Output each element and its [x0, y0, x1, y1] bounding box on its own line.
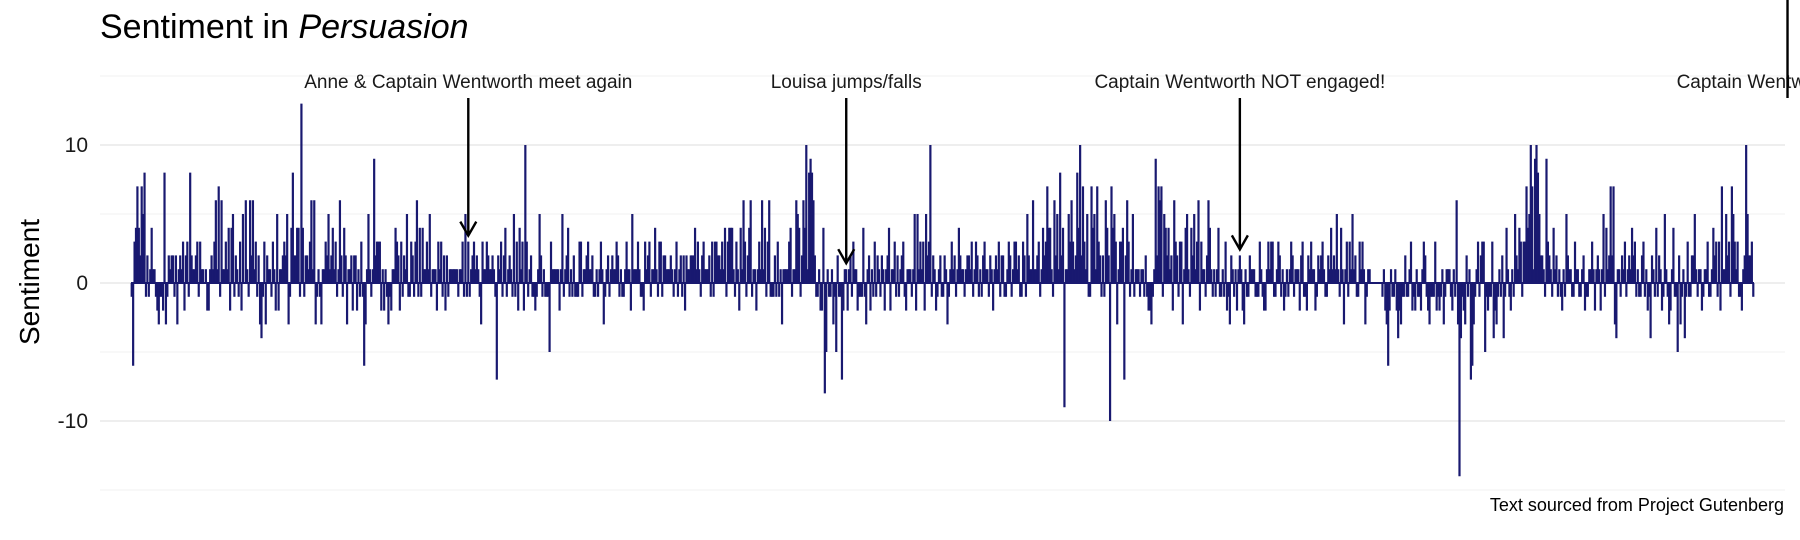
- chart-title-prefix: Sentiment in: [100, 8, 299, 46]
- chart-title-italic: Persuasion: [298, 8, 469, 46]
- y-tick-label: -10: [58, 410, 88, 433]
- chart-title: Sentiment in Persuasion: [100, 8, 469, 47]
- annotation-label: Captain Wentworth NOT engaged!: [1094, 72, 1385, 93]
- annotation: Captain Wentworth NOT engaged!: [1094, 72, 1385, 252]
- y-tick-label: 10: [65, 134, 88, 157]
- annotation-arrow-head: [459, 221, 478, 239]
- annotation-label: Anne & Captain Wentworth meet again: [304, 72, 632, 93]
- annotation: Captain Wentworth's letter: [1677, 0, 1800, 98]
- annotations: Anne & Captain Wentworth meet again Louis…: [304, 0, 1800, 266]
- y-tick-label: 0: [76, 272, 88, 295]
- y-tick-labels: 10 0 -10: [58, 134, 88, 433]
- annotation: Anne & Captain Wentworth meet again: [304, 72, 632, 239]
- annotation-label: Louisa jumps/falls: [771, 72, 922, 93]
- annotation-arrow-head: [1230, 234, 1249, 252]
- bars: [130, 103, 1755, 477]
- annotation-label: Captain Wentworth's letter: [1677, 72, 1800, 93]
- annotation: Louisa jumps/falls: [771, 72, 922, 266]
- annotation-arrow-head: [837, 248, 856, 266]
- source-caption: Text sourced from Project Gutenberg: [1489, 495, 1784, 515]
